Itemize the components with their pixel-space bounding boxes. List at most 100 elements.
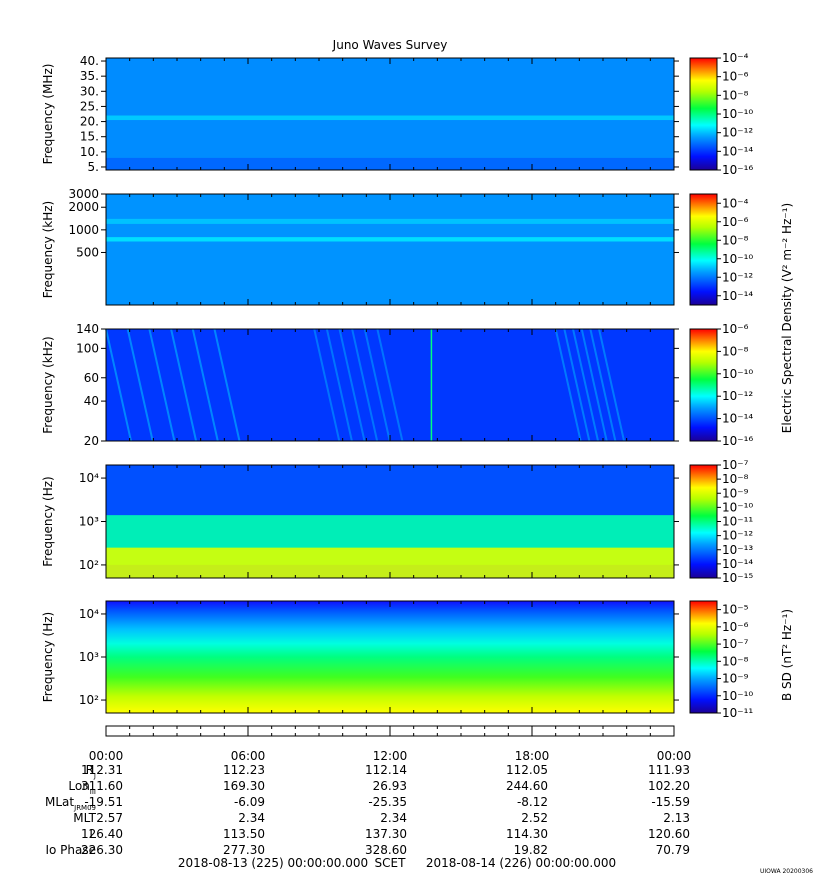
spectrogram-panel-1: 40.35.30.25. 20.15.10.5. Frequency (MHz) 10…	[41, 51, 753, 177]
spectrogram-stripes	[338, 328, 366, 442]
colorbar-tick-label: 10⁻¹²	[722, 270, 753, 284]
colorbar-gradient	[690, 194, 717, 305]
spectrogram-stripes	[363, 328, 391, 442]
ephemeris-label-subscript: III	[90, 788, 96, 796]
colorbar-gradient	[690, 465, 717, 578]
y-tick-label: 1000	[68, 223, 99, 237]
colorbar-tick-label: 10⁻⁶	[722, 620, 749, 634]
spectrogram-panel-4: 10⁴ 10³ 10² Frequency (Hz) 10⁻⁷10⁻⁸10⁻⁹10⁻¹⁰…	[41, 458, 753, 585]
footer-scet: SCET	[375, 856, 407, 870]
colorbar-frame	[689, 193, 718, 306]
y-axis-label: Frequency (MHz)	[41, 64, 55, 165]
colorbar-tick-label: 10⁻⁷	[722, 458, 749, 472]
ephemeris-value: 169.30	[223, 779, 265, 793]
colorbar-tick-label: 10⁻¹¹	[722, 706, 753, 720]
colorbar-tick-label: 10⁻⁹	[722, 672, 749, 686]
colorbar-tick-label: 10⁻⁶	[722, 322, 749, 336]
ephemeris-value: 112.14	[365, 763, 407, 777]
colorbar-frame	[689, 328, 718, 442]
ephemeris-value: 277.30	[223, 843, 265, 857]
colorbar-tick-label: 10⁻¹⁰	[722, 689, 753, 703]
colorbar-gradient	[690, 58, 717, 170]
ephemeris-value: 2.57	[96, 811, 123, 825]
colorbar-tick-label: 10⁻⁷	[722, 637, 749, 651]
footer-end: 2018-08-14 (226) 00:00:00.000	[426, 856, 616, 870]
colorbar-gradient	[690, 601, 717, 713]
colorbar-tick-label: 10⁻¹⁶	[722, 434, 753, 448]
spectrogram-band	[106, 237, 674, 242]
y-tick-label: 10³	[79, 515, 99, 529]
ephemeris-label-subscript: JRM09	[73, 804, 96, 812]
colorbar-tick-label: 10⁻⁶	[722, 215, 749, 229]
ephemeris-value: 2.34	[380, 811, 407, 825]
spectrogram-stripes	[580, 328, 608, 442]
y-axis-label: Frequency (Hz)	[41, 476, 55, 567]
y-tick-label: 40.	[80, 54, 99, 68]
ephemeris-value: 112.23	[223, 763, 265, 777]
ephemeris-value: 113.50	[223, 827, 265, 841]
colorbar-label-magnetic: B SD (nT² Hz⁻¹)	[780, 609, 794, 701]
x-tick-label: 12:00	[373, 749, 408, 763]
colorbar-tick-label: 10⁻¹⁴	[722, 557, 753, 571]
spectrogram-stripes	[554, 328, 582, 442]
colorbar-tick-label: 10⁻¹⁴	[722, 144, 753, 158]
ephemeris-value: 2.34	[238, 811, 265, 825]
y-tick-label: 10³	[79, 650, 99, 664]
spectrogram-stripes	[589, 328, 617, 442]
colorbar-tick-label: 10⁻⁴	[722, 196, 749, 210]
ephemeris-value: 112.05	[506, 763, 548, 777]
y-tick-label: 10.	[80, 145, 99, 159]
figure-title: Juno Waves Survey	[332, 38, 448, 52]
y-tick-label: 15.	[80, 130, 99, 144]
ephemeris-value: 2.13	[663, 811, 690, 825]
y-tick-label: 10⁴	[79, 471, 99, 485]
colorbar-tick-label: 10⁻¹³	[722, 543, 753, 557]
spectrogram-stripes	[105, 328, 132, 442]
y-tick-label: 20.	[80, 115, 99, 129]
ephemeris-value: 226.30	[81, 843, 123, 857]
credit-label: UIOWA 20200306	[760, 868, 813, 875]
colorbar-tick-label: 10⁻⁴	[722, 51, 749, 65]
spectrogram-gradient	[106, 601, 674, 713]
ephemeris-label: LonIII	[68, 779, 96, 796]
spectrogram-stripes	[325, 328, 353, 442]
colorbar-frame	[689, 600, 718, 714]
y-axis-label: Frequency (Hz)	[41, 612, 55, 703]
y-tick-label: 20	[84, 434, 99, 448]
colorbar-tick-label: 10⁻¹²	[722, 529, 753, 543]
colorbar-tick-label: 10⁻¹²	[722, 389, 753, 403]
spectrogram-background	[106, 58, 674, 170]
ephemeris-value: 112.31	[81, 763, 123, 777]
spectrogram-stripes	[598, 328, 626, 442]
y-tick-label: 30.	[80, 84, 99, 98]
colorbar-tick-label: 10⁻¹⁵	[722, 571, 753, 585]
ephemeris-value: 328.60	[365, 843, 407, 857]
spectrogram-stripes	[148, 328, 176, 442]
spectrogram-stripes	[563, 328, 591, 442]
ephemeris-value: 26.93	[373, 779, 407, 793]
colorbar-tick-label: 10⁻¹⁴	[722, 289, 753, 303]
ephemeris-value: 126.40	[81, 827, 123, 841]
y-axis-label: Frequency (kHz)	[41, 336, 55, 433]
spectrogram-panel-5: 10⁴ 10³ 10² Frequency (Hz) 10⁻⁵ 10⁻⁶ 10⁻⁷ 10⁻⁸ 1…	[41, 600, 753, 720]
colorbar-tick-label: 10⁻⁸	[722, 472, 749, 486]
spectrogram-band	[106, 115, 674, 121]
ephemeris-value: -19.51	[84, 795, 123, 809]
colorbar-tick-label: 10⁻¹⁴	[722, 412, 753, 426]
spectrogram-stripes	[170, 328, 198, 442]
colorbar-tick-label: 10⁻⁶	[722, 70, 749, 84]
y-tick-label: 35.	[80, 69, 99, 83]
spectrogram-background	[106, 194, 674, 305]
colorbar-tick-label: 10⁻¹⁰	[722, 252, 753, 266]
y-tick-label: 2000	[68, 200, 99, 214]
ephemeris-label: Io Phase	[45, 843, 96, 857]
ephemeris-value: 120.60	[648, 827, 690, 841]
y-tick-label: 25.	[80, 99, 99, 113]
ephemeris-value: -15.59	[651, 795, 690, 809]
ephemeris-value: 102.20	[648, 779, 690, 793]
y-tick-label: 60	[84, 371, 99, 385]
spectrogram-stripes	[376, 328, 404, 442]
colorbar-tick-label: 10⁻⁸	[722, 654, 749, 668]
ephemeris-value: 137.30	[365, 827, 407, 841]
